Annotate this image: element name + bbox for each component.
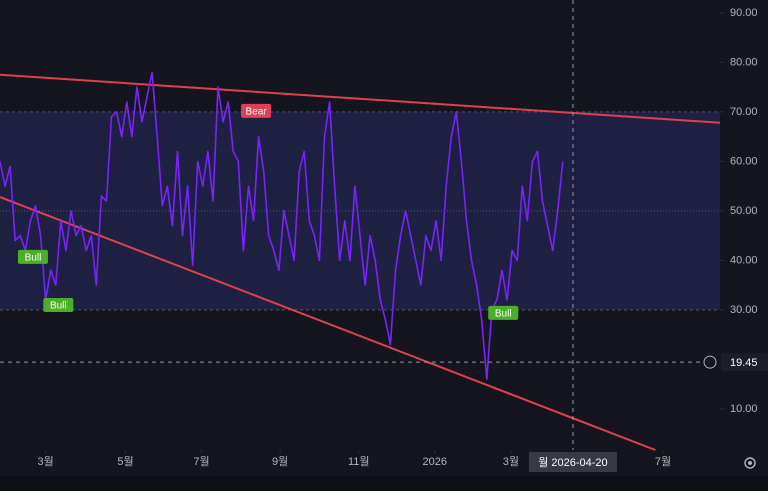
crosshair-x-label: 월 2026-04-20	[538, 456, 607, 469]
y-tick-label: 70.00	[730, 106, 758, 118]
y-tick-label: 10.00	[730, 403, 758, 415]
crosshair-y-label: 19.45	[730, 357, 758, 369]
y-tick-label: 60.00	[730, 155, 758, 167]
settings-icon[interactable]	[744, 457, 756, 469]
crosshair-y-box	[721, 353, 768, 372]
signal-label: Bull	[495, 309, 512, 320]
x-tick-label: 3월	[503, 455, 519, 468]
x-tick-label: 3월	[38, 455, 54, 468]
signal-label: Bull	[50, 301, 67, 312]
signal-label-box	[43, 297, 74, 312]
signal-label: Bull	[25, 253, 42, 264]
y-tick-label: 40.00	[730, 254, 758, 266]
signal-label: Bear	[245, 107, 267, 118]
signal-label-box	[17, 249, 48, 264]
y-tick-label: 50.00	[730, 205, 758, 217]
x-tick-label: 9월	[272, 455, 288, 468]
x-tick-label: 7월	[655, 455, 671, 468]
x-tick-label: 5월	[117, 455, 133, 468]
rsi-line	[0, 71, 564, 380]
y-tick-label: 90.00	[730, 7, 758, 19]
trendline	[0, 73, 721, 124]
x-tick-label: 7월	[193, 455, 209, 468]
add-alert-button[interactable]	[703, 355, 717, 369]
x-tick-label: 2026	[423, 456, 447, 468]
x-tick-label: 11월	[348, 455, 370, 468]
crosshair-x-box	[528, 452, 617, 472]
y-tick-label: 80.00	[730, 56, 758, 68]
y-tick-label: 30.00	[730, 304, 758, 316]
signal-label-box	[488, 305, 519, 320]
trendline	[0, 196, 656, 451]
signal-label-box	[241, 103, 272, 118]
footer-strip	[0, 476, 768, 491]
